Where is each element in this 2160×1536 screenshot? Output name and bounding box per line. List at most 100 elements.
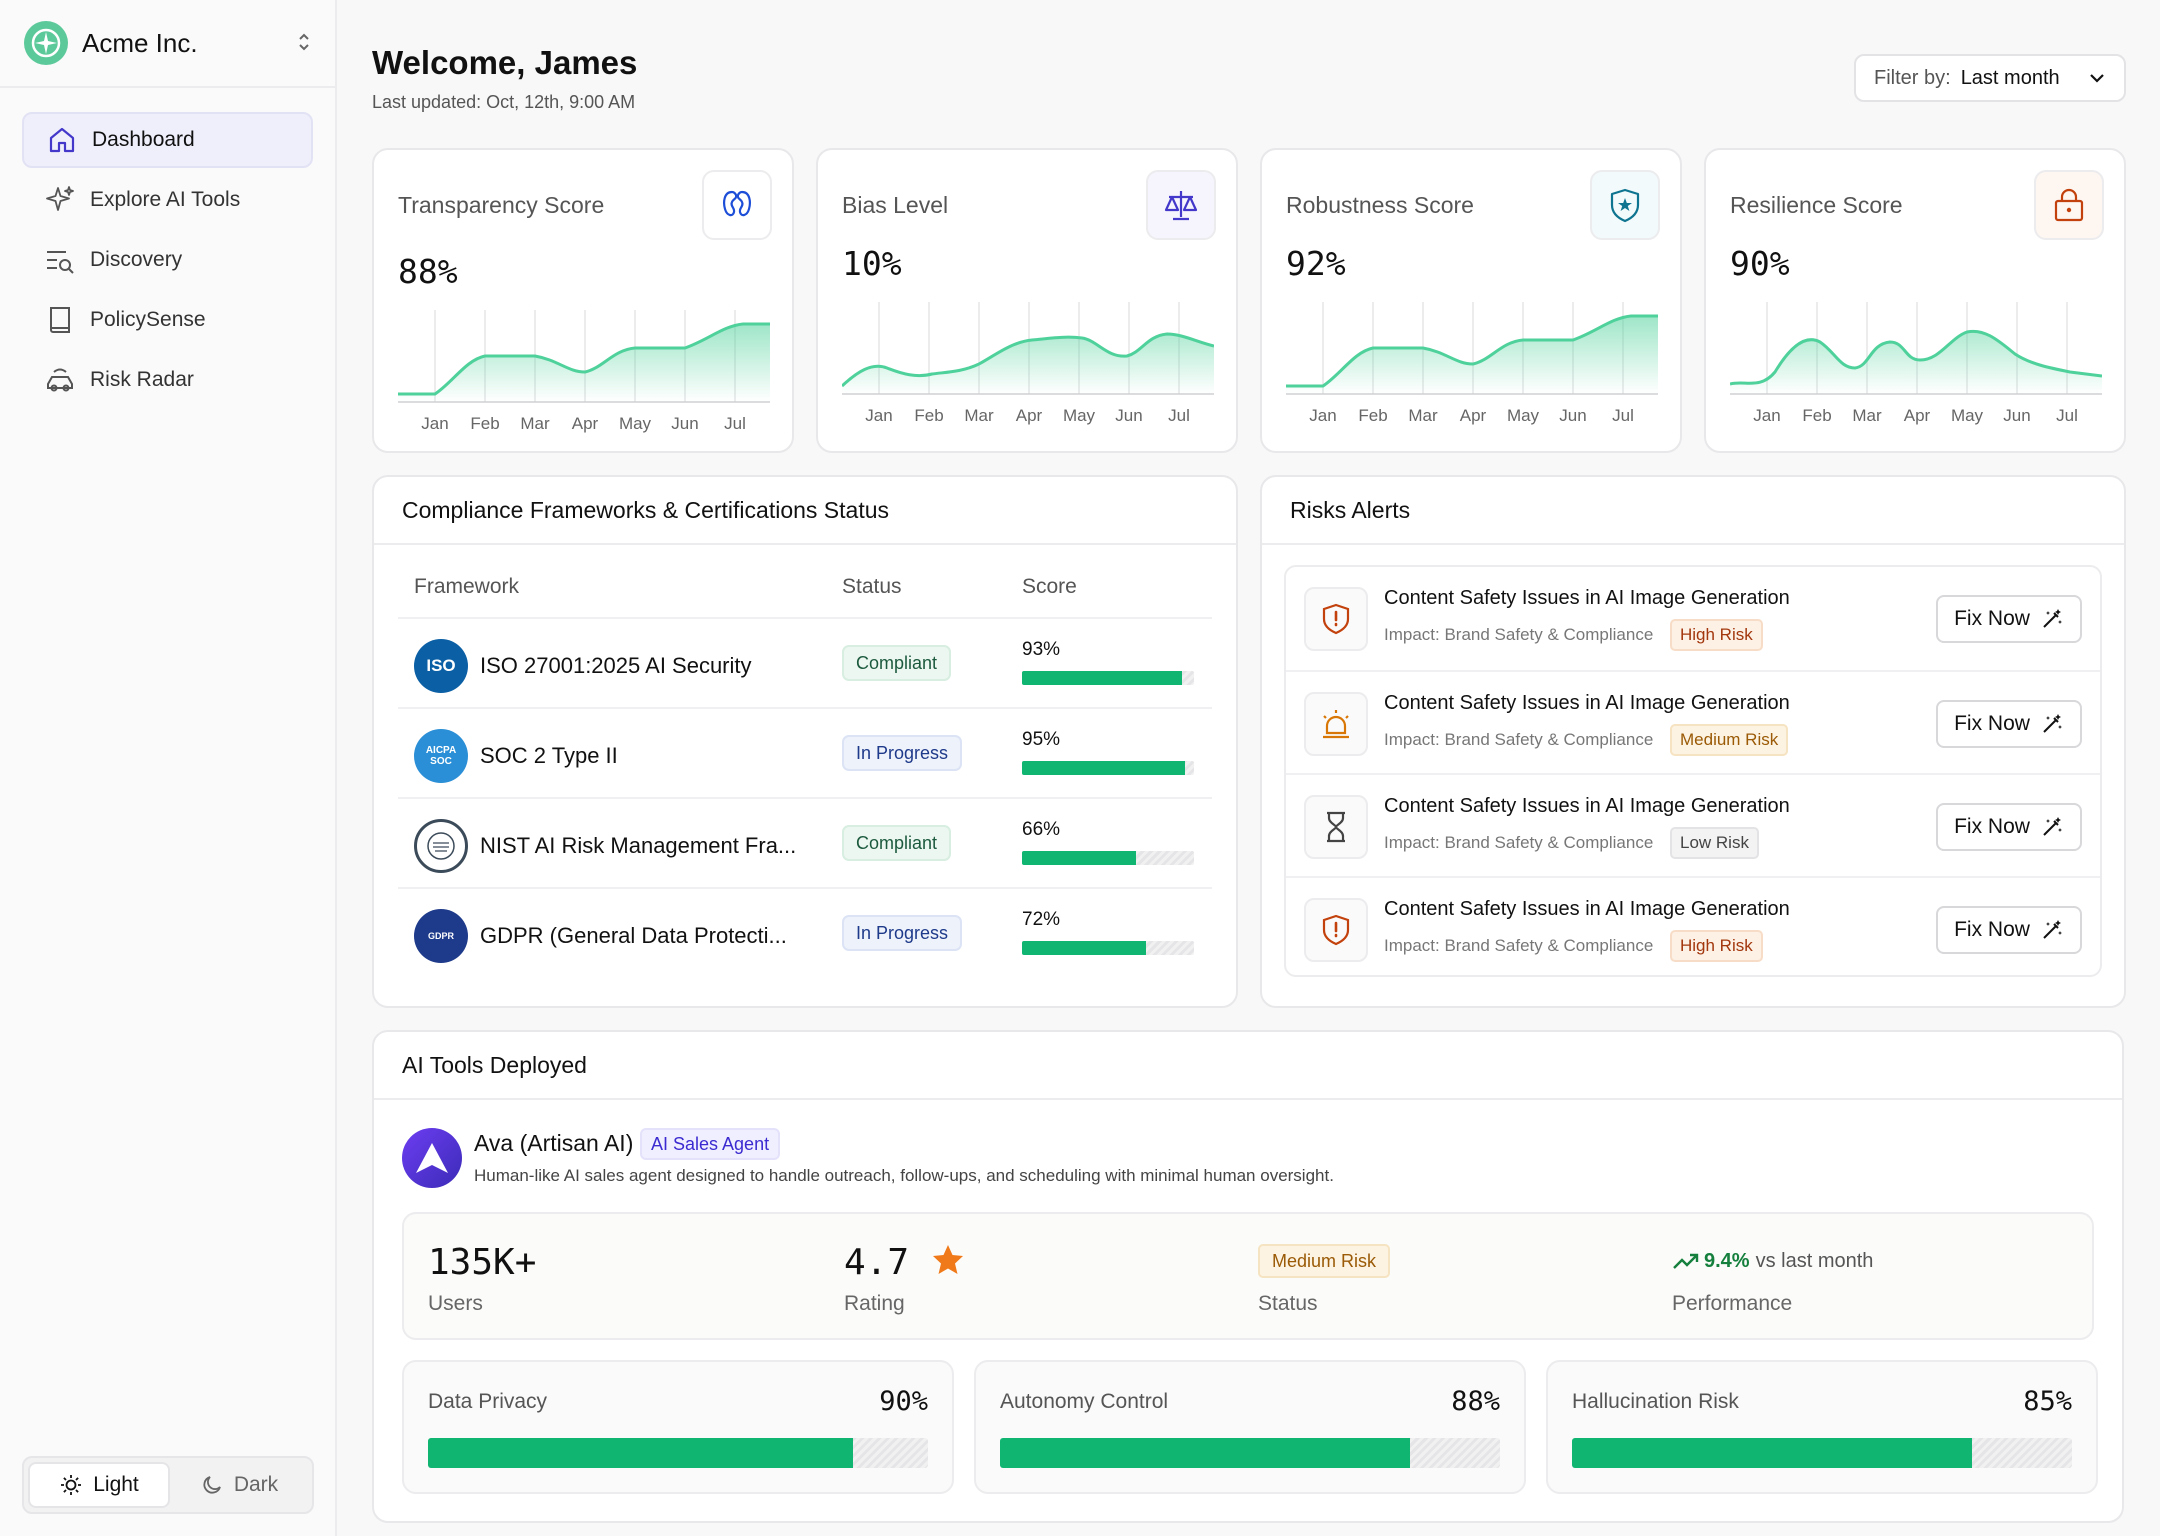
alert-title: Content Safety Issues in AI Image Genera… (1384, 795, 1790, 817)
sidebar-item-policysense[interactable]: PolicySense (22, 292, 313, 348)
rating-number: 4.7 (844, 1242, 910, 1283)
moon-icon (203, 1476, 221, 1494)
framework-name: NIST AI Risk Management Fra... (480, 833, 797, 858)
month-label: Feb (470, 414, 500, 433)
section-title: Compliance Frameworks & Certifications S… (402, 497, 889, 523)
users-label: Users (428, 1292, 483, 1315)
table-row[interactable]: GDPR GDPR (General Data Protecti... In P… (398, 887, 1212, 977)
score-bar-fill (1022, 761, 1186, 775)
kpi-sparkline (842, 302, 1214, 395)
kpi-value: 88% (398, 252, 458, 291)
month-label: Jul (1612, 406, 1634, 425)
alert-list: Content Safety Issues in AI Image Genera… (1284, 565, 2102, 977)
month-label: Jul (724, 414, 746, 433)
month-label: May (1506, 406, 1540, 425)
sidebar-item-label: Risk Radar (90, 368, 194, 391)
kpi-card-transparency: Transparency Score 88% Jan Feb Mar Apr M… (372, 148, 794, 453)
divider (374, 1098, 2122, 1100)
month-label: Feb (914, 406, 944, 425)
sidebar: Acme Inc. Dashboard Explore AI Tools Dis… (0, 0, 337, 1536)
lock-icon (2034, 170, 2104, 240)
workspace-switcher[interactable]: Acme Inc. (0, 0, 335, 88)
month-label: Feb (1358, 406, 1388, 425)
chevron-down-icon (2088, 67, 2106, 90)
fix-now-button[interactable]: Fix Now (1936, 595, 2082, 643)
shield-star-icon (1590, 170, 1660, 240)
metric-hallucination-risk: Hallucination Risk 85% (1546, 1360, 2098, 1494)
month-label: Mar (1852, 406, 1882, 425)
sidebar-item-risk-radar[interactable]: Risk Radar (22, 352, 313, 408)
score-bar-fill (1022, 941, 1146, 955)
workspace-name: Acme Inc. (82, 27, 198, 58)
kidneys-icon (702, 170, 772, 240)
performance-value: 9.4% vs last month (1672, 1250, 1873, 1273)
month-label: Jun (2003, 406, 2031, 425)
users-value: 135K+ (428, 1242, 537, 1283)
score-bar (1022, 851, 1194, 865)
kpi-sparkline (398, 310, 770, 403)
metric-value: 90% (879, 1386, 928, 1417)
ai-tools-card: AI Tools Deployed Ava (Artisan AI) AI Sa… (372, 1030, 2124, 1523)
section-title: Risks Alerts (1290, 497, 1411, 523)
status-label: Status (1258, 1292, 1318, 1315)
score-value: 93% (1022, 639, 1061, 660)
framework-name: ISO 27001:2025 AI Security (480, 653, 752, 678)
filter-dropdown[interactable]: Filter by: Last month (1854, 54, 2126, 102)
score-bar-fill (1022, 851, 1136, 865)
fix-now-button[interactable]: Fix Now (1936, 906, 2082, 954)
sidebar-item-discovery[interactable]: Discovery (22, 232, 313, 288)
metric-bar-fill (1572, 1438, 1972, 1468)
table-row[interactable]: NIST AI Risk Management Fra... Compliant… (398, 797, 1212, 887)
sidebar-item-explore-ai-tools[interactable]: Explore AI Tools (22, 172, 313, 228)
sidebar-item-label: Discovery (90, 248, 183, 271)
alert-item: Content Safety Issues in AI Image Genera… (1286, 773, 2100, 876)
alert-title: Content Safety Issues in AI Image Genera… (1384, 587, 1790, 609)
home-icon (49, 127, 75, 153)
fix-now-button[interactable]: Fix Now (1936, 803, 2082, 851)
brand-logo (24, 21, 68, 65)
metric-value: 88% (1451, 1386, 1500, 1417)
tool-name[interactable]: Ava (Artisan AI) (474, 1130, 634, 1156)
framework-name: SOC 2 Type II (480, 743, 618, 768)
kpi-title: Resilience Score (1730, 192, 1903, 218)
shield-alert-icon (1304, 898, 1368, 962)
sidebar-item-dashboard[interactable]: Dashboard (22, 112, 313, 168)
trending-up-icon (1673, 1253, 1699, 1269)
kpi-sparkline (1730, 302, 2102, 395)
month-label: Apr (1459, 406, 1487, 425)
framework-name: GDPR (General Data Protecti... (480, 923, 787, 948)
month-label: Jun (1559, 406, 1587, 425)
fix-now-button[interactable]: Fix Now (1936, 700, 2082, 748)
brand-mark-icon (31, 28, 61, 58)
kpi-card-resilience: Resilience Score 90% Jan Feb Mar Apr May… (1704, 148, 2126, 453)
performance-label: Performance (1672, 1292, 1793, 1315)
month-label: May (1062, 406, 1096, 425)
month-label: Mar (1408, 406, 1438, 425)
iso-logo: ISO (414, 639, 468, 693)
theme-light-label: Light (93, 1473, 139, 1496)
alert-item: Content Safety Issues in AI Image Genera… (1286, 567, 2100, 670)
status-badge: Compliant (842, 825, 952, 861)
sparkle-icon (46, 186, 74, 211)
hourglass-icon (1304, 795, 1368, 859)
metric-bar (1572, 1438, 2072, 1468)
theme-dark-button[interactable]: Dark (170, 1462, 308, 1508)
score-bar (1022, 671, 1194, 685)
performance-percent: 9.4% (1704, 1250, 1750, 1272)
table-row[interactable]: AICPA SOC SOC 2 Type II In Progress 95% (398, 707, 1212, 797)
sun-icon (61, 1475, 82, 1495)
table-row[interactable]: ISO ISO 27001:2025 AI Security Compliant… (398, 617, 1212, 707)
score-value: 66% (1022, 819, 1061, 840)
month-label: Mar (964, 406, 994, 425)
section-title: AI Tools Deployed (402, 1052, 587, 1078)
kpi-value: 90% (1730, 244, 1790, 283)
risk-badge: High Risk (1670, 619, 1763, 651)
month-label: Jul (2056, 406, 2078, 425)
alert-title: Content Safety Issues in AI Image Genera… (1384, 692, 1790, 714)
score-value: 95% (1022, 729, 1061, 750)
button-label: Fix Now (1954, 918, 2030, 941)
tool-stats: 135K+ Users 4.7 Rating Medium Risk Statu… (402, 1212, 2094, 1340)
kpi-value: 10% (842, 244, 902, 283)
theme-light-button[interactable]: Light (28, 1462, 170, 1508)
siren-icon (1304, 692, 1368, 756)
